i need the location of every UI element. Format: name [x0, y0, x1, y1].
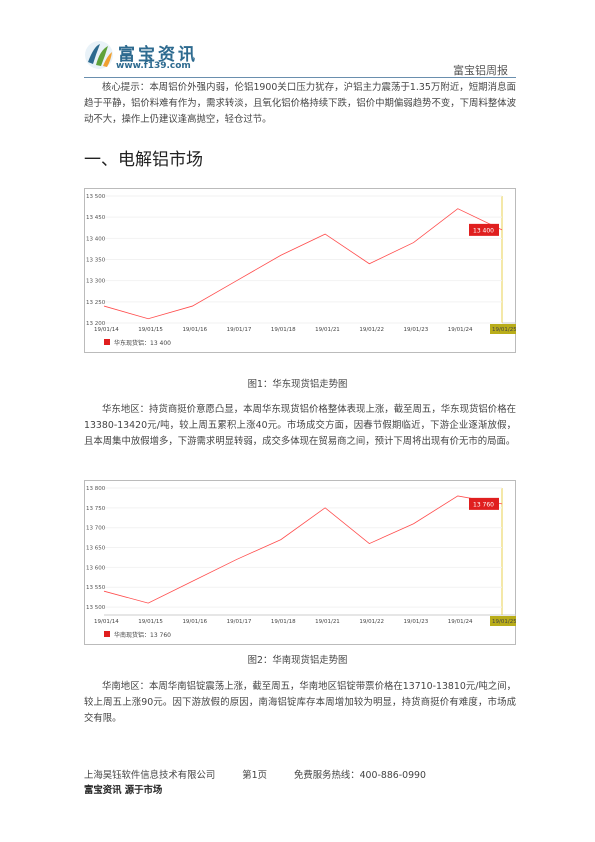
- legend-label: 华南现货铝：13 760: [114, 631, 171, 639]
- x-tick-label: 19/01/14: [94, 327, 119, 333]
- x-tick-label: 19/01/21: [315, 327, 340, 333]
- header-divider: [84, 77, 516, 78]
- east-block: 华东地区：持货商挺价意愿凸显，本周华东现货铝价格整体表现上涨，截至周五，华东现货…: [84, 402, 516, 450]
- x-tick-label: 19/01/15: [138, 619, 163, 625]
- y-tick-label: 13 600: [86, 565, 106, 571]
- logo-icon: [85, 41, 113, 69]
- x-tick-label: 19/01/22: [359, 619, 384, 625]
- y-tick-label: 13 700: [86, 526, 106, 532]
- summary-text: 核心提示：本周铝价外强内弱，伦铝1900关口压力犹存，沪铝主力震荡于1.35万附…: [84, 82, 516, 125]
- x-tick-label: 19/01/22: [359, 327, 384, 333]
- x-tick-label: 19/01/25: [492, 619, 516, 625]
- chart-south-svg: 13 500 13 550 13 600 13 650 13 700 13 750 13 8…: [84, 480, 516, 645]
- x-tick-highlight: [490, 324, 516, 334]
- east-text: 华东地区：持货商挺价意愿凸显，本周华东现货铝价格整体表现上涨，截至周五，华东现货…: [84, 404, 516, 447]
- x-tick-label: 19/01/24: [448, 327, 473, 333]
- x-tick-label: 19/01/23: [404, 619, 429, 625]
- y-tick-label: 13 300: [86, 279, 106, 285]
- page-footer: 上海昊钰软件信息技术有限公司 第1页 免费服务热线：400-886-0990: [84, 767, 516, 781]
- caption-south: 图2：华南现货铝走势图: [247, 655, 348, 666]
- y-tick-label: 13 750: [86, 506, 106, 512]
- x-tick-label: 19/01/17: [227, 619, 252, 625]
- y-tick-label: 13 400: [86, 236, 106, 242]
- footer-company: 上海昊钰软件信息技术有限公司: [84, 770, 216, 781]
- series-line: [103, 495, 503, 604]
- page-header: 富宝资讯 www.f139.com 富宝铝周报: [0, 0, 595, 80]
- summary-block: 核心提示：本周铝价外强内弱，伦铝1900关口压力犹存，沪铝主力震荡于1.35万附…: [84, 80, 516, 128]
- y-tick-label: 13 550: [86, 585, 106, 591]
- legend-label: 华东现货铝：13 400: [114, 339, 171, 347]
- brand-name: 富宝资讯: [118, 45, 198, 65]
- chart-east: 13 200 13 250 13 300 13 350 13 400 13 450 13 5…: [84, 188, 516, 353]
- last-value-label: 13 400: [473, 227, 494, 234]
- report-title: 富宝铝周报: [453, 64, 508, 77]
- x-tick-label: 19/01/25: [492, 327, 516, 333]
- y-tick-label: 13 650: [86, 546, 106, 552]
- y-tick-label: 13 500: [86, 194, 106, 200]
- x-tick-label: 19/01/18: [271, 327, 296, 333]
- series-line: [103, 208, 503, 320]
- chart-east-svg: 13 200 13 250 13 300 13 350 13 400 13 450 13 5…: [84, 188, 516, 353]
- y-tick-label: 13 800: [86, 486, 106, 492]
- last-value-box: [469, 497, 499, 510]
- south-text: 华南地区：本周华南铝锭震荡上涨，截至周五，华南地区铝锭带票价格在13710-13…: [84, 681, 516, 724]
- footer-slogan: 富宝资讯 源于市场: [84, 785, 163, 796]
- y-tick-label: 13 350: [86, 258, 106, 264]
- x-tick-label: 19/01/17: [227, 327, 252, 333]
- x-tick-label: 19/01/21: [315, 619, 340, 625]
- x-tick-highlight: [490, 616, 516, 626]
- brand-url: www.f139.com: [116, 61, 191, 71]
- x-tick-label: 19/01/16: [182, 327, 207, 333]
- y-tick-label: 13 250: [86, 300, 106, 306]
- x-tick-label: 19/01/24: [448, 619, 473, 625]
- x-tick-label: 19/01/16: [182, 619, 207, 625]
- y-tick-label: 13 450: [86, 215, 106, 221]
- caption-east: 图1：华东现货铝走势图: [247, 379, 348, 390]
- last-value-box: [469, 223, 499, 236]
- footer-hotline: 免费服务热线：400-886-0990: [293, 770, 426, 781]
- x-tick-label: 19/01/14: [94, 619, 119, 625]
- x-tick-label: 19/01/23: [404, 327, 429, 333]
- legend-checkbox: [104, 339, 110, 345]
- south-block: 华南地区：本周华南铝锭震荡上涨，截至周五，华南地区铝锭带票价格在13710-13…: [84, 679, 516, 727]
- chart-south: 13 500 13 550 13 600 13 650 13 700 13 750 13 8…: [84, 480, 516, 645]
- legend-checkbox: [104, 631, 110, 637]
- last-value-label: 13 760: [473, 501, 494, 508]
- y-tick-label: 13 500: [86, 605, 106, 611]
- x-tick-label: 19/01/15: [138, 327, 163, 333]
- y-tick-label: 13 200: [86, 321, 106, 327]
- x-tick-label: 19/01/18: [271, 619, 296, 625]
- chart-frame: [84, 188, 516, 353]
- section-title: 一、电解铝市场: [84, 150, 203, 170]
- footer-page: 第1页: [242, 770, 267, 781]
